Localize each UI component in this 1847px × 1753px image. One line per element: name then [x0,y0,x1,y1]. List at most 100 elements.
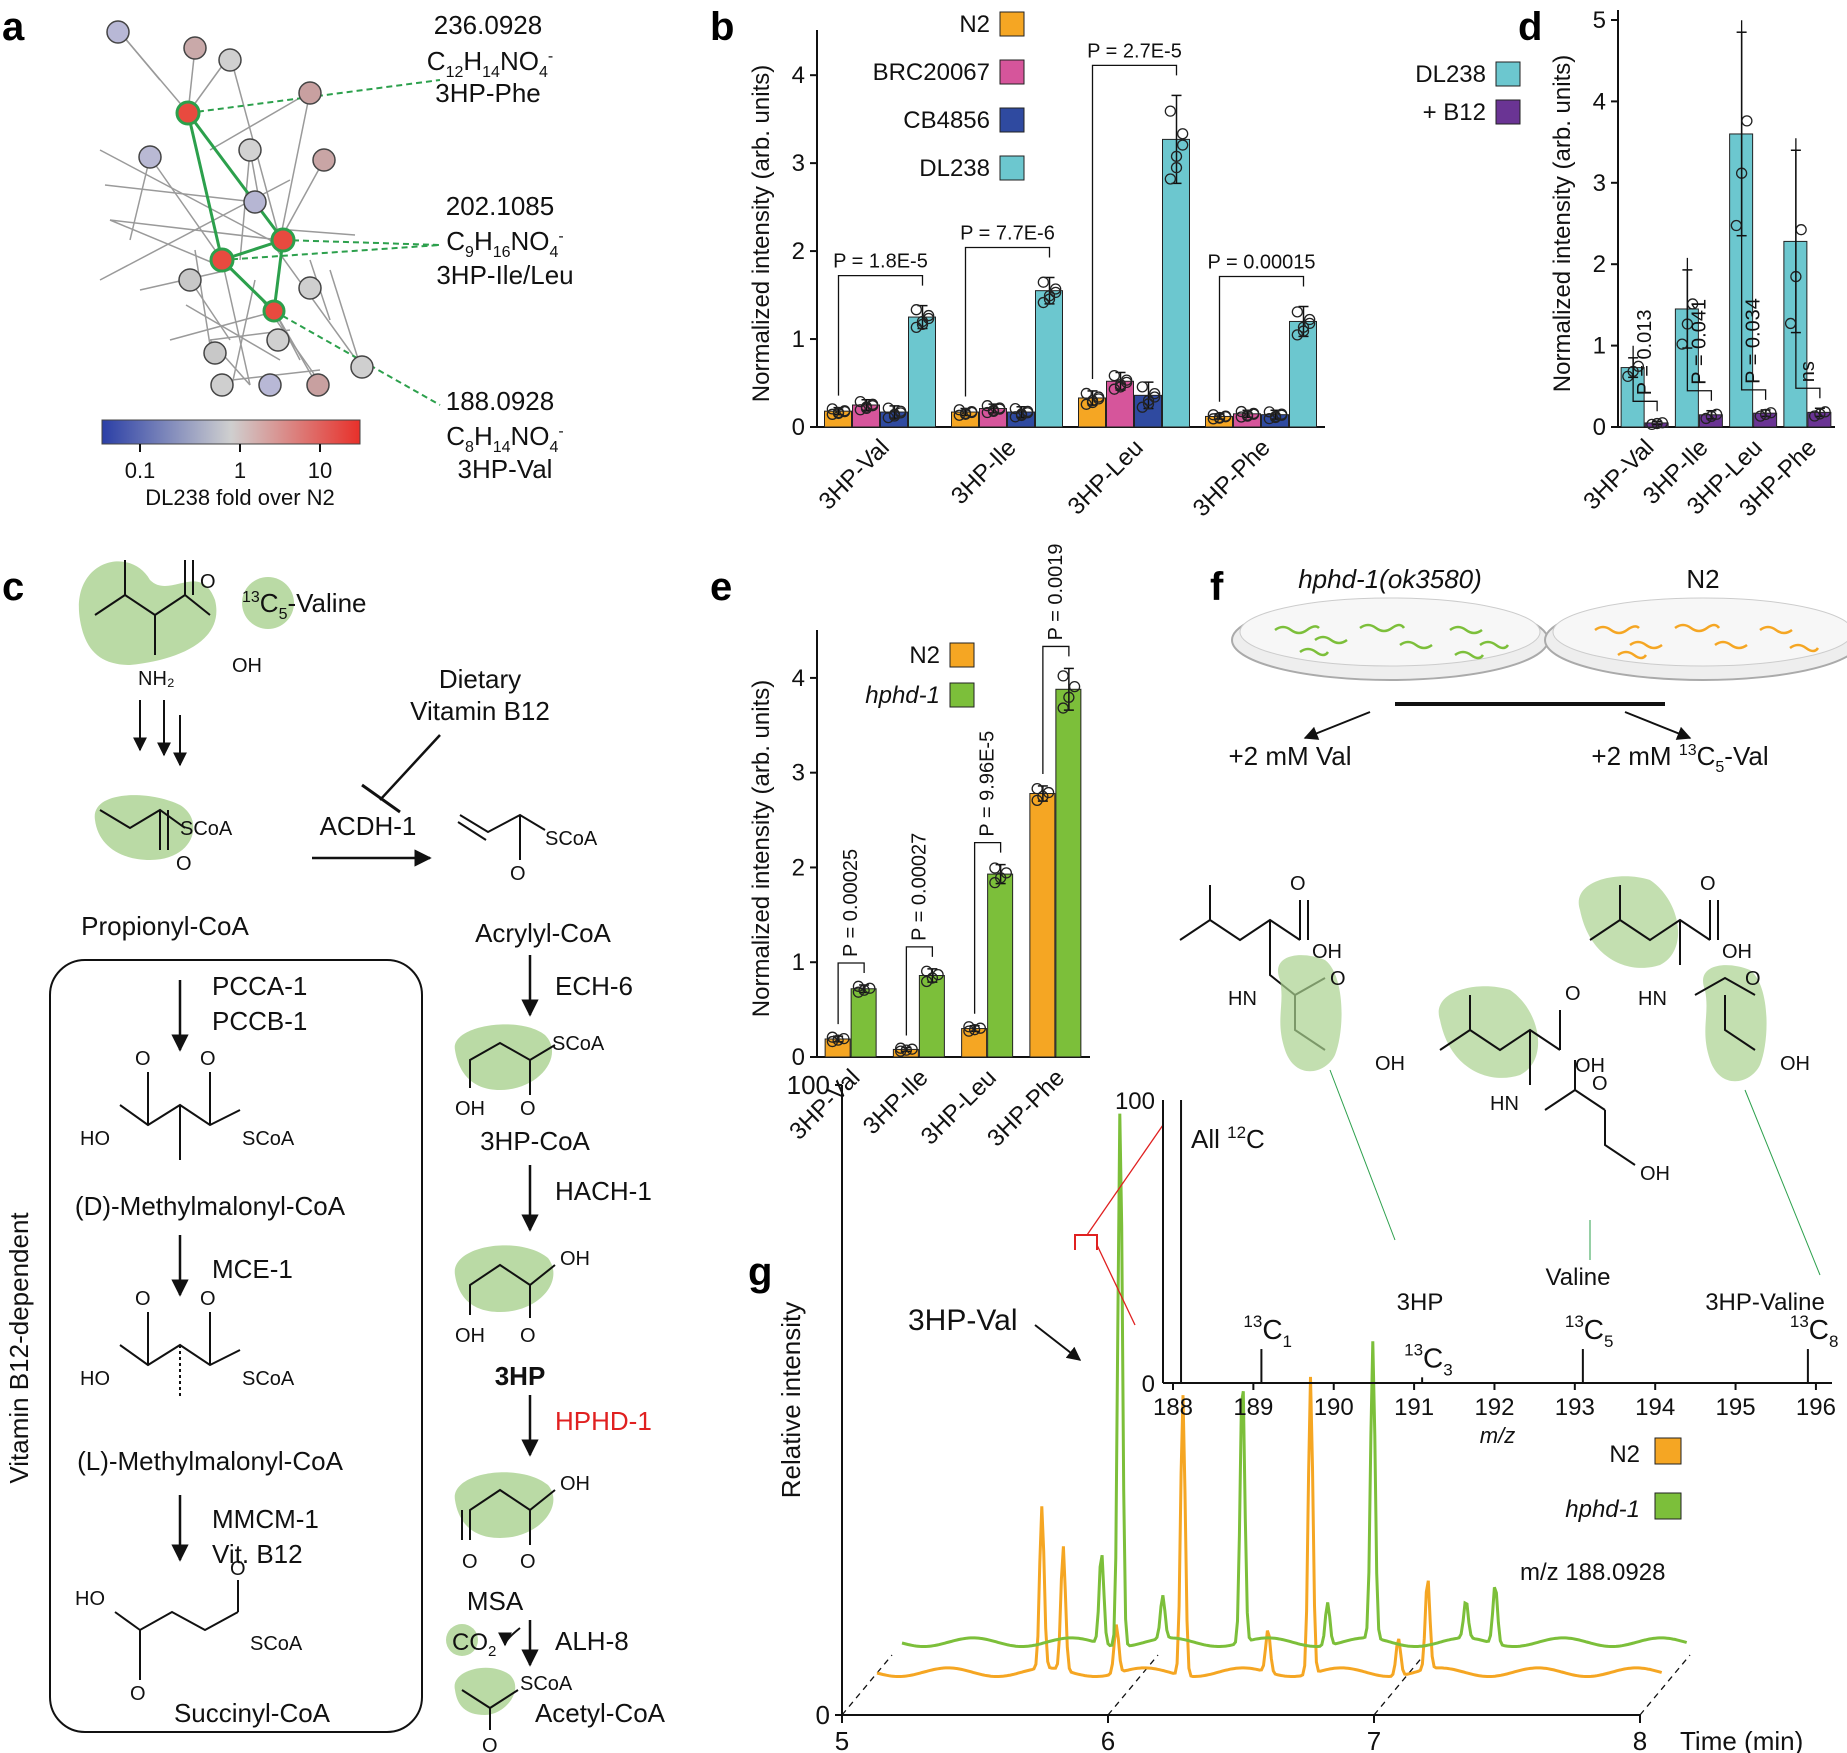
svg-text:HO: HO [80,1368,110,1390]
data-point [838,1032,850,1045]
data-point [1207,413,1219,425]
data-point [981,406,993,419]
svg-text:O: O [462,1551,478,1573]
y-tick-label: 0 [1142,1371,1155,1398]
enzyme-alh8: ALH-8 [555,1626,629,1656]
panel-a-network: 236.0928 C12H14NO4- 3HP-Phe 202.1085 C9H… [99,10,574,510]
svg-text:HN: HN [1228,988,1257,1010]
y-tick-label: 4 [792,665,805,692]
y-tick-label: 1 [792,326,805,353]
trace-hphd-1 [901,1113,1688,1648]
data-point [1741,115,1753,127]
valine-arrows [133,700,187,767]
worms-green [1274,623,1510,660]
legend-swatch [999,59,1025,85]
zoom-line [1086,1124,1164,1236]
tracer-blob [242,577,294,629]
peak-label: 13C1 [1243,1312,1292,1351]
y-tick-label: 4 [1593,88,1606,115]
tracer-label: 13C5-Valine [242,588,367,623]
data-point [1050,286,1062,299]
svg-text:O: O [200,571,216,593]
data-point [1142,394,1155,407]
y-tick-label: 2 [792,854,805,881]
x-tick-label: 191 [1394,1394,1434,1421]
zoom-line [1096,1244,1136,1326]
svg-text:OH: OH [1722,941,1752,963]
colorbar-ticks [139,444,321,452]
peak-label: 13C5 [1565,1312,1614,1351]
data-point [1022,407,1034,419]
data-point [864,982,876,994]
data-point [895,1045,907,1057]
data-point [1297,325,1310,337]
x-tick-label: 7 [1367,1726,1381,1753]
enzyme-pcca: PCCA-1 [212,971,307,1001]
annot-mass-ile: 202.1085 [446,191,554,221]
y-tick-label: 100 [787,1070,830,1100]
svg-text:OH: OH [455,1098,485,1120]
legend-swatch [949,682,975,708]
data-point [1276,409,1288,421]
svg-text:O: O [520,1098,536,1120]
y-axis-label: Relative intensity [776,1302,806,1499]
annot-mass-val: 188.0928 [446,386,554,416]
svg-text:O: O [1330,968,1346,990]
l-methylmalonyl-label: (L)-Methylmalonyl-CoA [77,1446,343,1476]
svg-text:OH: OH [1780,1053,1810,1075]
p-bracket [905,946,934,1036]
acdh-label: ACDH-1 [320,811,417,841]
x-tick-label: 5 [835,1726,849,1753]
colorbar-tick-0: 0.1 [125,458,156,483]
data-point [926,972,939,984]
data-point [1031,794,1043,807]
data-point [1136,401,1148,413]
legend-swatch [1654,1492,1682,1520]
data-point [987,405,1000,418]
perspective-line [1373,1654,1425,1716]
svg-text:OH: OH [560,1248,590,1270]
svg-text:O: O [130,1683,146,1705]
svg-text:O: O [482,1735,498,1753]
p-value: P = 1.8E-5 [833,251,928,273]
msa-label: MSA [467,1586,524,1616]
bar [1029,793,1056,1058]
data-point [1142,398,1155,410]
legend-label: N2 [959,11,990,38]
data-point [968,1024,981,1036]
p-value: ns [1797,361,1819,382]
panel-label-e: e [710,565,732,609]
data-point [1304,317,1316,330]
data-point [867,400,879,412]
svg-text:O: O [1290,873,1306,895]
data-point [852,986,865,998]
y-axis-label: Normalized intensity (arb. units) [1549,55,1576,392]
p-bracket [1218,275,1305,402]
data-point [832,407,845,420]
data-point [826,1031,839,1043]
bar [908,316,936,428]
p-value: P = 9.96E-5 [977,731,999,837]
p-bracket [1740,20,1767,400]
annot-name-ile: 3HP-Ile/Leu [436,260,573,290]
peak-annotation: 3HP-Val [908,1304,1017,1337]
data-point [916,318,929,331]
p-bracket [973,841,1002,1014]
data-point [888,410,901,422]
data-point [1808,410,1821,422]
bar [918,974,945,1058]
panel-g-structures: OOH HNO OH OOH HNO OH OOH [1179,873,1825,1316]
svg-text:HO: HO [75,1588,105,1610]
panel-label-f: f [1210,565,1224,609]
legend-label: hphd-1 [865,682,940,709]
data-point [1015,409,1028,422]
enzyme-pccb: PCCB-1 [212,1006,307,1036]
peak-label: 13C3 [1404,1340,1453,1379]
panel-label-d: d [1518,5,1542,49]
data-point [1269,411,1282,424]
data-point [1656,417,1669,429]
x-tick-label: 6 [1101,1726,1115,1753]
x-tick-label: 195 [1716,1394,1756,1421]
data-point [1754,410,1766,422]
